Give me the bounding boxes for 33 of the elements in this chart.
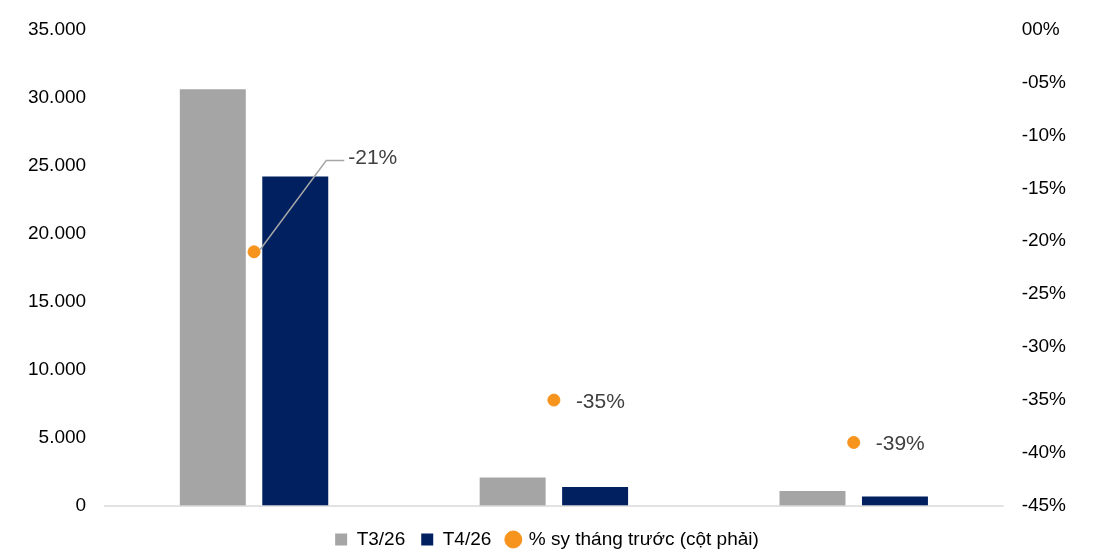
- bar: [479, 477, 546, 506]
- y-tick-label: 35.000: [27, 17, 87, 39]
- legend-label: T3/26: [356, 527, 406, 549]
- y2-tick-label: 00%: [1021, 17, 1060, 39]
- y2-tick-label: -35%: [1021, 388, 1067, 410]
- data-label: -35%: [575, 388, 625, 412]
- y2-tick-label: -30%: [1021, 335, 1067, 357]
- y2-tick-label: -40%: [1021, 441, 1067, 463]
- bar: [779, 491, 846, 506]
- y-tick-label: 10.000: [27, 358, 87, 380]
- y2-tick-label: -25%: [1021, 282, 1067, 304]
- point: [847, 435, 861, 449]
- y2-tick-label: -20%: [1021, 229, 1067, 251]
- bar: [262, 176, 329, 506]
- legend-label: T4/26: [442, 527, 492, 549]
- data-label: -39%: [875, 431, 925, 455]
- y-tick-label: 20.000: [27, 221, 87, 243]
- data-label: -21%: [348, 145, 398, 169]
- y2-tick-label: -45%: [1021, 494, 1067, 516]
- point: [247, 245, 261, 259]
- y-tick-label: 5.000: [38, 426, 87, 448]
- y-tick-label: 0: [75, 494, 87, 516]
- y-tick-label: 25.000: [27, 153, 87, 175]
- y2-tick-label: -10%: [1021, 123, 1067, 145]
- y-tick-label: 15.000: [27, 289, 87, 311]
- bar: [861, 496, 928, 506]
- bar: [179, 89, 246, 506]
- bar: [562, 486, 629, 506]
- y2-tick-label: -15%: [1021, 176, 1067, 198]
- y-tick-label: 30.000: [27, 85, 87, 107]
- legend-label: % sy tháng trước (cột phải): [528, 527, 759, 549]
- point: [547, 393, 561, 407]
- y2-tick-label: -05%: [1021, 70, 1067, 92]
